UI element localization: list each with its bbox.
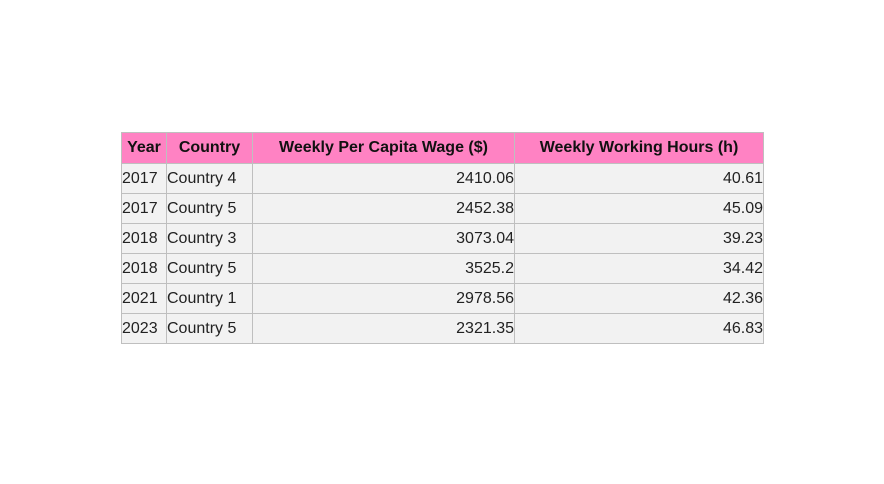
- table-body: 2017 Country 4 2410.06 40.61 2017 Country 5 24…: [121, 163, 764, 344]
- cell-year: 2018: [121, 223, 167, 254]
- cell-weekly-hours: 46.83: [514, 313, 764, 344]
- cell-country: Country 1: [166, 283, 253, 314]
- header-weekly-wage: Weekly Per Capita Wage ($): [252, 132, 515, 164]
- cell-country: Country 5: [166, 253, 253, 284]
- table-row: 2018 Country 3 3073.04 39.23: [121, 223, 764, 254]
- table-row: 2017 Country 5 2452.38 45.09: [121, 193, 764, 224]
- table-row: 2023 Country 5 2321.35 46.83: [121, 313, 764, 344]
- cell-year: 2021: [121, 283, 167, 314]
- cell-weekly-hours: 45.09: [514, 193, 764, 224]
- cell-weekly-wage: 2978.56: [252, 283, 515, 314]
- cell-country: Country 3: [166, 223, 253, 254]
- cell-weekly-hours: 42.36: [514, 283, 764, 314]
- cell-weekly-hours: 39.23: [514, 223, 764, 254]
- header-country: Country: [166, 132, 253, 164]
- cell-weekly-hours: 34.42: [514, 253, 764, 284]
- cell-year: 2018: [121, 253, 167, 284]
- cell-year: 2017: [121, 163, 167, 194]
- cell-country: Country 4: [166, 163, 253, 194]
- cell-country: Country 5: [166, 313, 253, 344]
- header-year: Year: [121, 132, 167, 164]
- table-row: 2021 Country 1 2978.56 42.36: [121, 283, 764, 314]
- cell-weekly-wage: 2321.35: [252, 313, 515, 344]
- cell-country: Country 5: [166, 193, 253, 224]
- cell-weekly-wage: 3073.04: [252, 223, 515, 254]
- cell-weekly-wage: 2410.06: [252, 163, 515, 194]
- table-row: 2018 Country 5 3525.2 34.42: [121, 253, 764, 284]
- data-table: Year Country Weekly Per Capita Wage ($) …: [121, 132, 764, 344]
- cell-weekly-wage: 2452.38: [252, 193, 515, 224]
- cell-year: 2017: [121, 193, 167, 224]
- cell-year: 2023: [121, 313, 167, 344]
- header-weekly-hours: Weekly Working Hours (h): [514, 132, 764, 164]
- cell-weekly-wage: 3525.2: [252, 253, 515, 284]
- table-row: 2017 Country 4 2410.06 40.61: [121, 163, 764, 194]
- cell-weekly-hours: 40.61: [514, 163, 764, 194]
- header-row: Year Country Weekly Per Capita Wage ($) …: [121, 132, 764, 164]
